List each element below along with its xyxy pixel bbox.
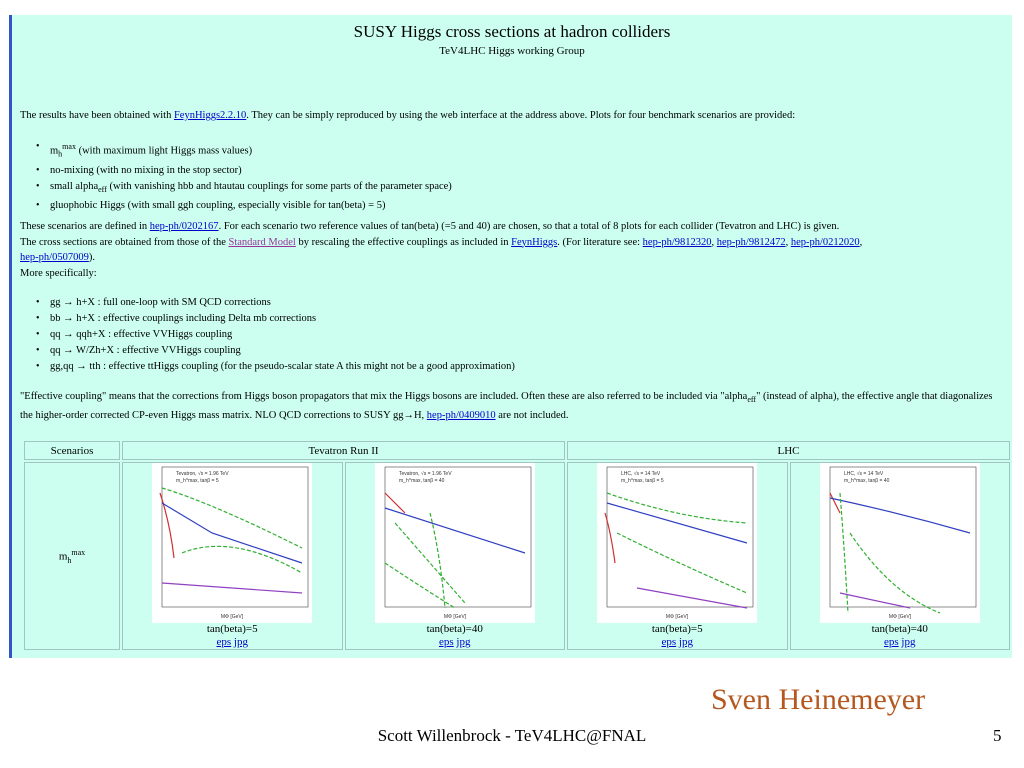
page-title: SUSY Higgs cross sections at hadron coll… [353,22,671,41]
plot-curve [607,502,748,544]
definitions-paragraph: These scenarios are defined in hep-ph/02… [20,221,863,279]
jpg-link[interactable]: jpg [678,636,693,648]
hep-ph-9812472-link[interactable]: hep-ph/9812472 [716,236,786,248]
jpg-link[interactable]: jpg [456,636,471,648]
jpg-link[interactable]: jpg [233,636,248,648]
plot-caption: tan(beta)=5 [206,623,258,635]
plot-curve [637,587,748,609]
plot-curve [384,507,525,554]
table-row: mhmax Tevatron, √s = 1.96 TeV m_h^max, ta… [24,462,1010,650]
plot-curve [839,492,849,614]
scenario-list: mhmax (with maximum light Higgs mass val… [20,139,452,214]
feynhiggs-version-link[interactable]: FeynHiggs2.2.10 [173,110,247,121]
list-item: mhmax (with maximum light Higgs mass val… [36,139,452,163]
plot-curve [162,487,303,549]
hep-ph-0212020-link[interactable]: hep-ph/0212020 [790,236,860,248]
page-subtitle: TeV4LHC Higgs working Group [439,45,585,57]
plot-curve [616,532,748,594]
standard-model-link[interactable]: Standard Model [228,236,296,248]
eps-link[interactable]: eps [661,636,677,648]
effective-coupling-paragraph: "Effective coupling" means that the corr… [20,391,993,421]
plot-curve [604,512,616,564]
plot-sublegend-text: m_h^max, tanβ = 5 [176,478,219,484]
list-item: gluophobic Higgs (with small ggh couplin… [36,198,452,214]
plot-caption: tan(beta)=40 [426,623,483,635]
header-tevatron: Tevatron Run II [122,441,565,460]
process-list: gg → h+X : full one-loop with SM QCD cor… [20,295,515,375]
list-item: no-mixing (with no mixing in the stop se… [36,163,452,179]
plot-legend-text: Tevatron, √s = 1.96 TeV [176,470,229,477]
eps-link[interactable]: eps [884,636,899,648]
row-label-mhmax: mhmax [24,462,120,650]
plot-curve [429,512,446,609]
list-item: qq → W/Zh+X : effective VVHiggs coupling [36,343,515,359]
header-lhc: LHC [567,441,1010,460]
plot-curve [384,562,456,609]
hep-ph-0409010-link[interactable]: hep-ph/0409010 [426,409,496,421]
plot-cell-lhc-tanb40: LHC, √s = 14 TeV m_h^max, tanβ = 40 MΦ [Ge… [789,462,1010,650]
list-item: gg → h+X : full one-loop with SM QCD cor… [36,295,515,311]
feynhiggs-link[interactable]: FeynHiggs [511,236,558,248]
list-item: qq → qqh+X : effective VVHiggs coupling [36,327,515,343]
hep-ph-9812320-link[interactable]: hep-ph/9812320 [642,236,712,248]
plot-curve [162,582,303,594]
plot-caption: tan(beta)=40 [871,623,928,635]
intro-paragraph: The results have been obtained with Feyn… [20,110,796,121]
eps-link[interactable]: eps [216,636,232,648]
slide-footer: Scott Willenbrock - TeV4LHC@FNAL [377,726,647,745]
plot-legend-text: Tevatron, √s = 1.96 TeV [399,470,452,477]
plot-caption: tan(beta)=5 [651,623,703,635]
plot-xlabel-text: MΦ [GeV] [666,614,689,620]
list-item: gg,qq → tth : effective ttHiggs coupling… [36,359,515,375]
list-item: bb → h+X : effective couplings including… [36,311,515,327]
webpage-screenshot: SUSY Higgs cross sections at hadron coll… [9,15,1012,658]
plot-xlabel-text: MΦ [GeV] [444,614,467,620]
plot-curve [829,497,970,534]
plot-cell-tevatron-tanb5: Tevatron, √s = 1.96 TeV m_h^max, tanβ = 5… [122,462,343,650]
eps-link[interactable]: eps [439,636,454,648]
page-number: 5 [993,726,1002,745]
plot-curve [182,545,303,574]
list-item: small alphaeff (with vanishing hbb and h… [36,179,452,198]
plot-xlabel-text: MΦ [GeV] [221,614,244,620]
plot-curve [384,492,406,514]
plot-sublegend-text: m_h^max, tanβ = 40 [399,478,445,484]
plot-cell-tevatron-tanb40: Tevatron, √s = 1.96 TeV m_h^max, tanβ = 4… [344,462,565,650]
plot-curve [607,492,748,524]
hep-ph-0507009-link[interactable]: hep-ph/0507009 [20,252,89,263]
plot-sublegend-text: m_h^max, tanβ = 5 [621,478,664,484]
results-table: Scenarios Tevatron Run II LHC mhmax Teva… [22,439,1012,652]
plot-curve [839,592,910,609]
plot-curve [829,492,841,514]
plot-xlabel-text: MΦ [GeV] [889,614,912,620]
table-header-row: Scenarios Tevatron Run II LHC [24,441,1010,460]
hep-ph-0202167-link[interactable]: hep-ph/0202167 [149,221,219,232]
header-scenarios: Scenarios [24,441,120,460]
plot-sublegend-text: m_h^max, tanβ = 40 [844,478,890,484]
plot-curve [161,502,303,564]
author-name: Sven Heinemeyer [711,683,926,716]
plot-legend-text: LHC, √s = 14 TeV [621,470,661,477]
jpg-link[interactable]: jpg [901,636,916,648]
plot-legend-text: LHC, √s = 14 TeV [844,470,884,477]
plot-curve [159,492,175,559]
plot-cell-lhc-tanb5: LHC, √s = 14 TeV m_h^max, tanβ = 5 MΦ [GeV… [567,462,788,650]
plot-curve [849,532,940,614]
